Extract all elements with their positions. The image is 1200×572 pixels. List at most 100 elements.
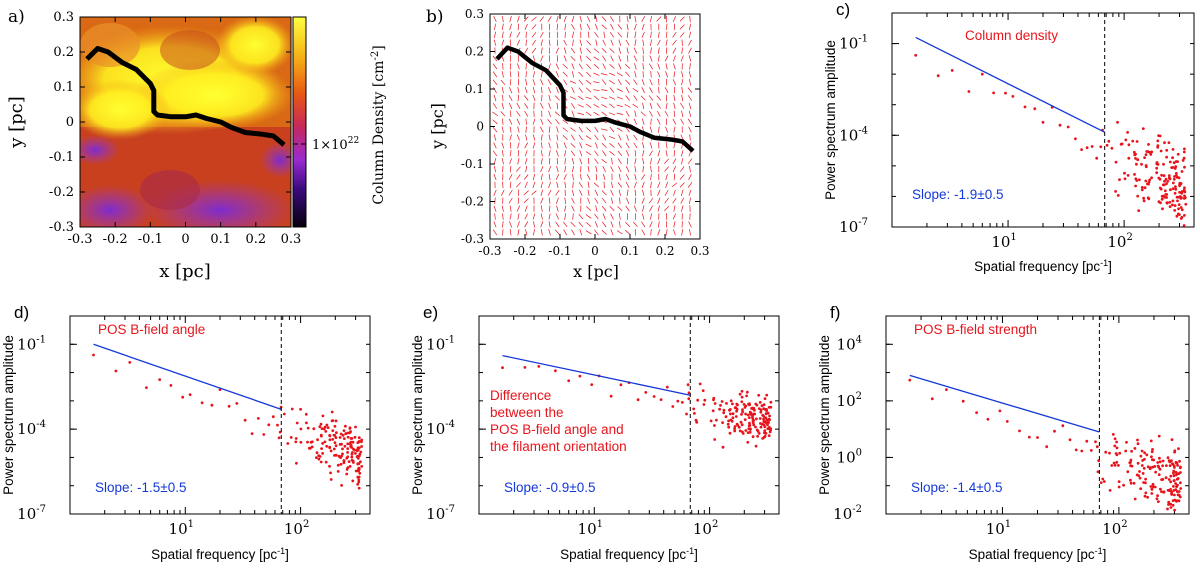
b-field-vector	[502, 181, 504, 189]
b-field-vector	[608, 72, 616, 76]
b-field-vector	[539, 31, 544, 38]
b-field-vector	[616, 96, 623, 100]
b-field-vector	[608, 112, 616, 116]
b-field-vector	[687, 87, 693, 93]
data-point	[930, 397, 934, 401]
data-point	[733, 427, 736, 431]
b-field-vector	[587, 197, 590, 204]
data-point	[1173, 167, 1177, 170]
b-field-vector	[673, 142, 676, 149]
y-axis-label: Power spectrum amplitude	[817, 335, 832, 495]
data-point	[727, 425, 731, 429]
data-point	[1074, 448, 1078, 452]
b-field-vector	[500, 79, 506, 85]
data-point	[711, 409, 715, 413]
y-tick-label: 0	[66, 115, 74, 130]
data-point	[329, 449, 333, 453]
data-point	[763, 434, 767, 438]
b-field-vector	[516, 39, 521, 46]
data-point	[306, 426, 310, 430]
b-field-vector	[531, 190, 537, 196]
data-point	[763, 429, 767, 432]
b-field-vector	[625, 118, 630, 125]
b-field-vector	[532, 55, 536, 62]
data-point	[746, 431, 750, 434]
data-point	[1148, 178, 1151, 182]
data-point	[1123, 171, 1126, 175]
b-field-vector	[665, 39, 668, 46]
data-point	[1104, 450, 1108, 454]
data-point	[1177, 493, 1181, 497]
b-field-vector	[689, 229, 691, 236]
data-point	[1101, 477, 1105, 481]
b-field-vector	[609, 32, 615, 38]
data-point	[644, 391, 648, 394]
b-field-vector	[656, 110, 661, 117]
data-point	[741, 410, 744, 414]
data-point	[1174, 187, 1178, 191]
b-field-vector	[681, 110, 684, 117]
b-field-vector	[602, 213, 606, 220]
b-field-vector	[650, 31, 652, 39]
data-point	[1183, 165, 1186, 169]
b-field-vector	[650, 71, 652, 78]
b-field-vector	[681, 47, 684, 54]
b-field-vector	[657, 189, 661, 196]
data-point	[350, 446, 354, 449]
data-point	[332, 433, 336, 437]
data-point	[567, 379, 571, 383]
b-field-vector	[579, 173, 582, 181]
data-point	[1150, 176, 1153, 180]
data-point	[325, 423, 329, 427]
data-point	[1115, 460, 1119, 464]
data-point	[1166, 456, 1170, 460]
b-field-vector	[525, 229, 528, 236]
x-axis-label: Spatial frequency [pc-1]	[974, 258, 1112, 274]
b-field-vector	[493, 39, 497, 46]
data-point	[1162, 174, 1166, 178]
x-tick-label: -0.1	[138, 232, 163, 247]
data-point	[713, 402, 717, 405]
b-field-vector	[555, 213, 560, 220]
data-point	[1122, 483, 1125, 487]
b-field-vector	[616, 127, 623, 132]
b-field-vector	[665, 63, 668, 70]
data-point	[1136, 442, 1140, 446]
data-point	[334, 436, 338, 439]
data-point	[1172, 161, 1176, 165]
b-field-vector	[578, 221, 584, 228]
data-point	[1138, 178, 1141, 182]
data-point	[1142, 481, 1145, 484]
data-point	[1134, 177, 1138, 181]
b-field-vector	[688, 47, 692, 54]
b-field-vector	[673, 229, 676, 236]
b-field-vector	[509, 71, 512, 78]
x-tick-label: 101	[986, 519, 1011, 538]
data-point	[1144, 477, 1147, 481]
data-point	[360, 445, 363, 448]
data-point	[762, 403, 766, 407]
data-point	[276, 423, 279, 427]
panel-d: 101 102 10-1 10-4 10-7 d) POS B-field angle Slo…	[1, 303, 371, 562]
b-field-vector	[642, 47, 645, 54]
data-point	[262, 433, 266, 436]
data-point	[1149, 153, 1153, 156]
b-field-vector	[634, 63, 637, 70]
data-point	[1181, 159, 1185, 162]
b-field-vector	[649, 102, 653, 110]
b-field-vector	[586, 174, 591, 180]
data-point	[1160, 197, 1164, 201]
b-field-vector	[578, 126, 583, 133]
data-point	[1163, 189, 1167, 193]
data-point	[1177, 203, 1181, 207]
b-field-vector	[624, 64, 631, 69]
x-tick-label: 0.1	[620, 244, 639, 258]
data-point	[1179, 465, 1182, 469]
data-point	[336, 470, 340, 473]
b-field-vector	[579, 142, 583, 149]
data-point	[1146, 465, 1150, 469]
b-field-vector	[610, 39, 614, 46]
data-point	[128, 361, 132, 364]
b-field-vector	[672, 118, 677, 125]
data-point	[1151, 465, 1155, 469]
